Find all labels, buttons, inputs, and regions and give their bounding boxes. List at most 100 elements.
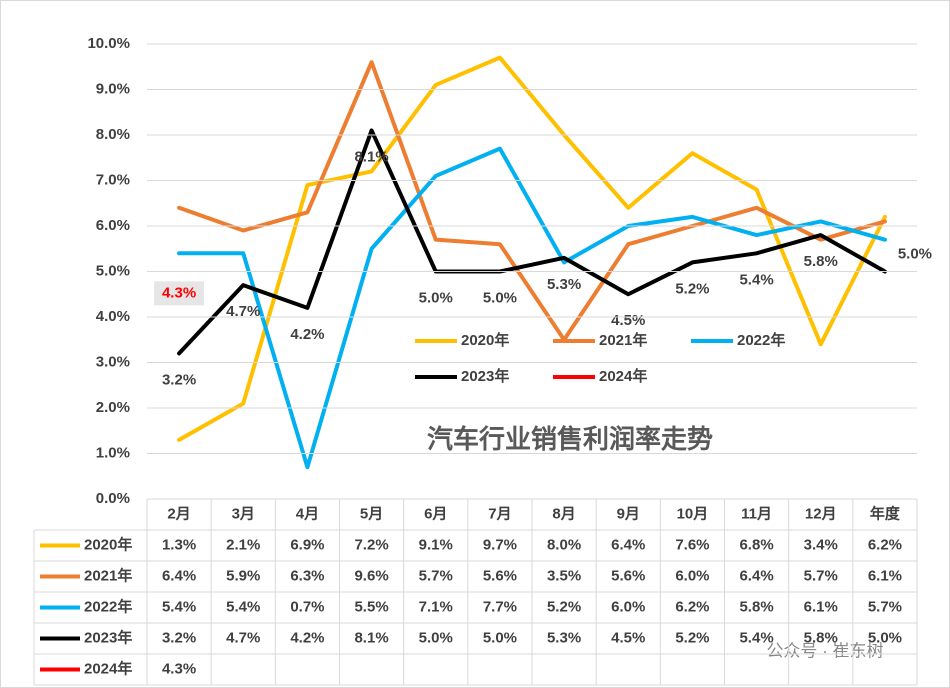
table-cell: 5.2% [675,629,709,646]
table-cell: 5.4% [162,598,196,615]
y-tick-label: 2.0% [96,399,130,416]
data-label: 4.5% [611,312,645,329]
table-cell: 9.1% [419,536,453,553]
y-tick-label: 5.0% [96,262,130,279]
data-label: 5.3% [547,276,581,293]
data-label: 5.2% [675,280,709,297]
table-cell: 6.3% [290,567,324,584]
x-tick-label: 9月 [617,505,640,522]
table-row-label: 2020年 [84,535,132,553]
series-line [177,146,887,470]
table-cell: 4.7% [226,629,260,646]
table-cell: 6.2% [675,598,709,615]
series-line [177,60,887,342]
table-cell: 5.0% [483,629,517,646]
data-label: 5.8% [804,253,838,270]
table-cell: 6.8% [739,536,773,553]
legend-label: 2024年 [599,367,647,385]
table-cell: 5.3% [547,629,581,646]
data-label: 5.0% [898,245,932,262]
table-row-label: 2024年 [84,659,132,677]
y-tick-label: 7.0% [96,171,130,188]
table-cell: 1.3% [162,536,196,553]
x-tick-label: 2月 [167,505,190,522]
data-label: 4.2% [290,326,324,343]
data-label: 8.1% [354,148,388,165]
x-tick-label: 11月 [741,505,772,522]
table-cell: 5.6% [483,567,517,584]
y-tick-label: 0.0% [96,490,130,507]
y-tick-label: 9.0% [96,80,130,97]
x-tick-label: 年度 [870,504,901,522]
series-line [177,55,887,442]
x-tick-label: 10月 [677,505,709,522]
table-cell: 3.5% [547,567,581,584]
table-cell: 6.0% [611,598,645,615]
chart-title: 汽车行业销售利润率走势 [427,424,713,454]
x-tick-label: 7月 [488,505,511,522]
legend-label: 2021年 [599,331,647,349]
y-tick-label: 6.0% [96,217,130,234]
table-cell: 5.0% [419,629,453,646]
table-cell: 7.6% [675,536,709,553]
data-label: 3.2% [162,371,196,388]
x-tick-label: 4月 [296,505,319,522]
y-tick-label: 8.0% [96,126,130,143]
table-cell: 6.4% [739,567,773,584]
table-cell: 5.8% [739,598,773,615]
table-cell: 4.3% [162,660,196,677]
table-row-label: 2023年 [84,628,132,646]
table-cell: 8.0% [547,536,581,553]
y-tick-label: 1.0% [96,444,130,461]
table-cell: 7.7% [483,598,517,615]
table-cell: 5.7% [868,598,902,615]
table-cell: 2.1% [226,536,260,553]
table-cell: 5.4% [739,629,773,646]
x-tick-label: 3月 [232,505,255,522]
table-cell: 5.6% [611,567,645,584]
table-cell: 6.1% [804,598,838,615]
table-cell: 4.2% [290,629,324,646]
table-cell: 4.5% [611,629,645,646]
table-cell: 9.7% [483,536,517,553]
table-cell: 3.2% [162,629,196,646]
data-label-box [154,281,205,306]
table-cell: 5.2% [547,598,581,615]
table-cell: 9.6% [354,567,388,584]
legend-label: 2020年 [461,331,509,349]
table-cell: 5.8% [804,629,838,646]
table-cell: 5.4% [226,598,260,615]
table-row-label: 2022年 [84,597,132,615]
data-label: 5.0% [483,289,517,306]
watermark: 公众号 · 崔东树 [766,641,883,660]
data-label: 5.0% [419,289,453,306]
series-line [177,128,887,356]
table-cell: 5.7% [419,567,453,584]
x-tick-label: 6月 [424,505,447,522]
table-cell: 6.2% [868,536,902,553]
y-tick-label: 10.0% [87,35,130,52]
x-tick-label: 5月 [360,505,383,522]
x-tick-label: 12月 [805,505,837,522]
legend-label: 2022年 [737,331,785,349]
data-label: 4.7% [226,303,260,320]
table-cell: 8.1% [354,629,388,646]
data-label: 4.3% [162,284,196,301]
y-tick-label: 4.0% [96,308,130,325]
table-cell: 6.4% [611,536,645,553]
table-cell: 6.9% [290,536,324,553]
table-cell: 7.1% [419,598,453,615]
table-cell: 6.4% [162,567,196,584]
x-tick-label: 8月 [552,505,575,522]
table-cell: 0.7% [290,598,324,615]
data-label: 5.4% [739,271,773,288]
table-cell: 5.0% [868,629,902,646]
table-cell: 7.2% [354,536,388,553]
legend-label: 2023年 [461,367,509,385]
table-cell: 6.1% [868,567,902,584]
table-cell: 5.5% [354,598,388,615]
table-cell: 6.0% [675,567,709,584]
y-tick-label: 3.0% [96,353,130,370]
